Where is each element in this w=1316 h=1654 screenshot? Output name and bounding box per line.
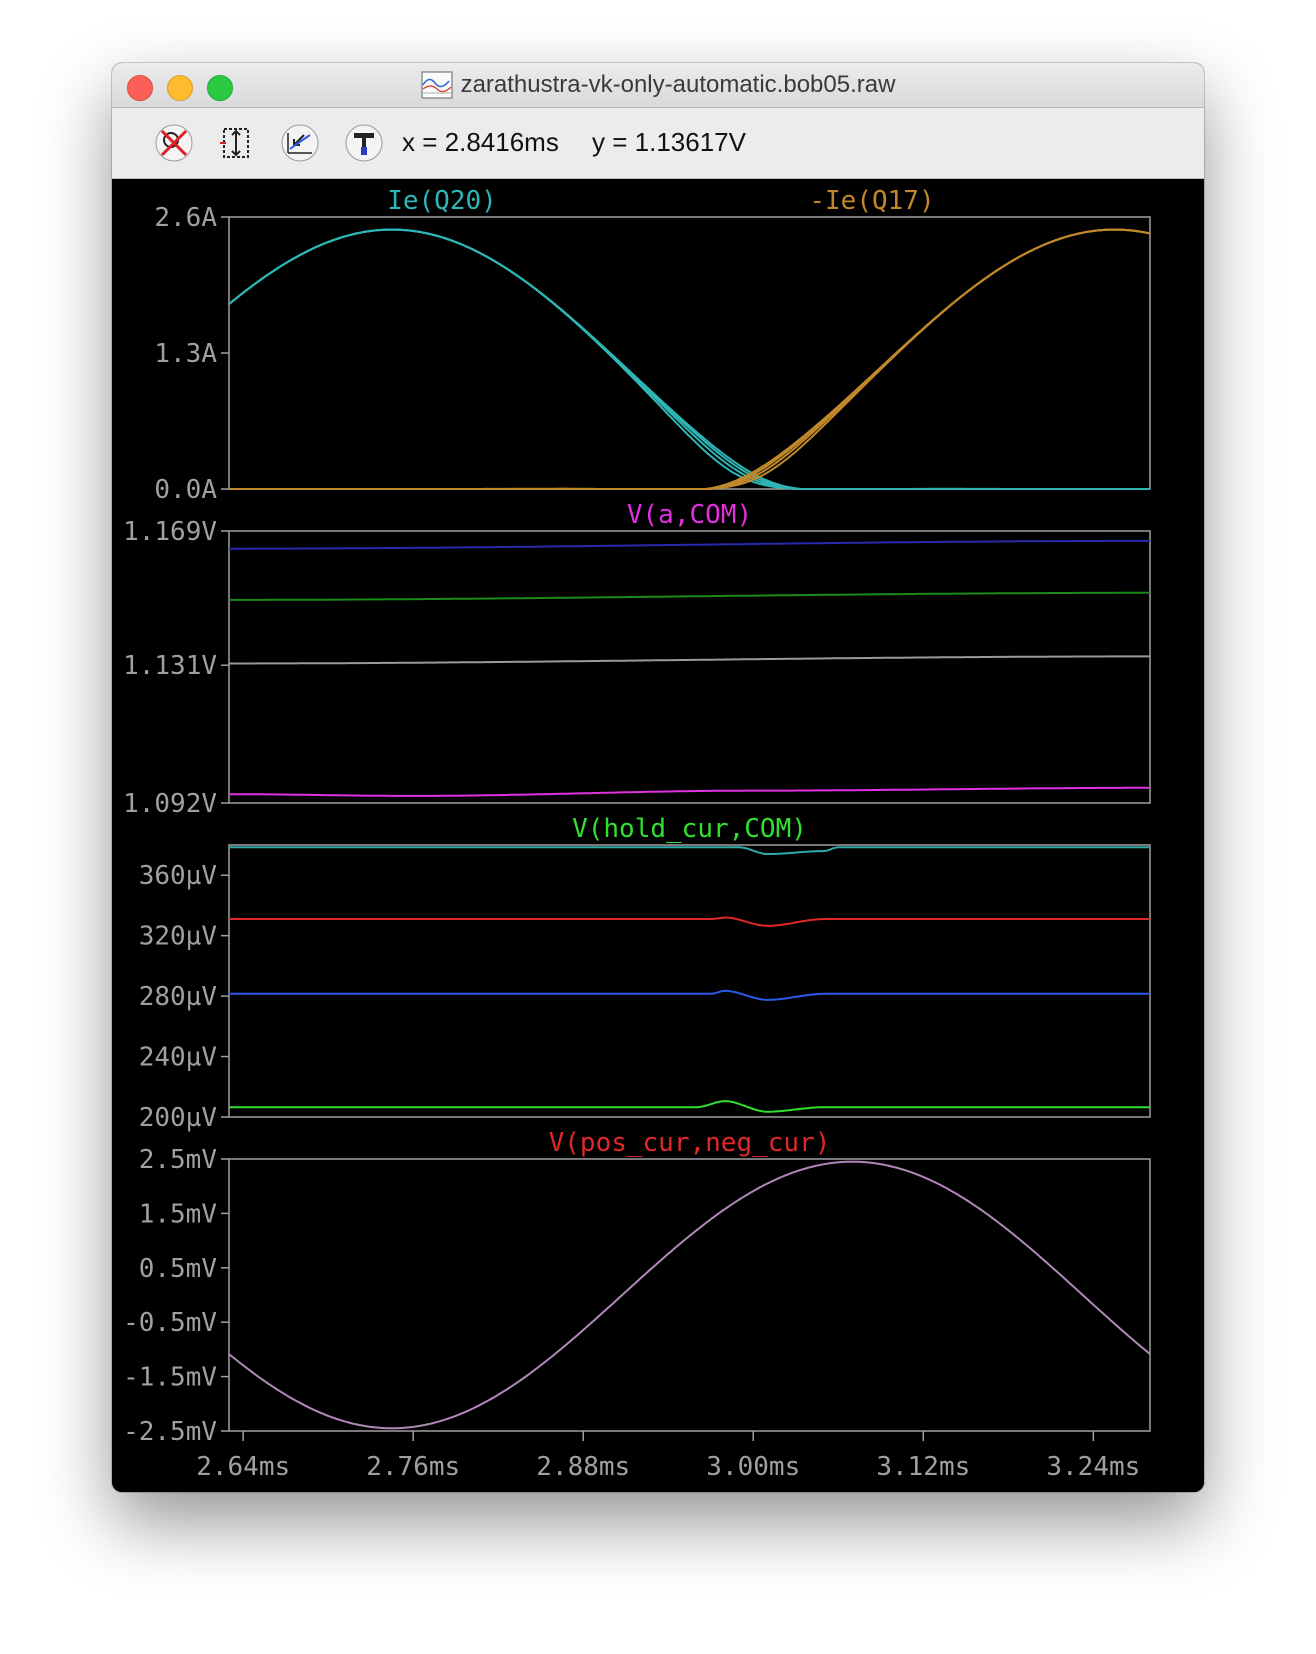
pane-title: V(pos_cur,neg_cur) [549, 1128, 831, 1158]
autorange-icon[interactable] [154, 123, 194, 163]
zoom-back-icon[interactable] [280, 123, 320, 163]
y-tick-label: 320µV [139, 922, 217, 952]
y-tick-label: 1.131V [123, 651, 217, 681]
cursor-y-readout: y = 1.13617V [592, 127, 746, 157]
trace-IeQ20-3 [229, 228, 1150, 490]
trace-IeQ20-1 [229, 228, 1150, 490]
y-tick-label: 360µV [139, 861, 217, 891]
y-tick-label: 1.092V [123, 789, 217, 819]
trace-IeQ17-0 [229, 228, 1150, 490]
y-tick-label: 2.5mV [139, 1145, 217, 1175]
plot-frame [228, 530, 1151, 804]
y-tick-label: 240µV [139, 1043, 217, 1073]
x-tick-label: 3.24ms [1046, 1452, 1140, 1482]
waveform-file-icon [420, 71, 453, 99]
y-tick-label: 2.6A [154, 203, 217, 233]
close-button[interactable] [127, 75, 153, 101]
trace-pane3-0 [229, 1160, 1150, 1430]
x-tick-label: 2.64ms [196, 1452, 290, 1482]
waveform-window: zarathustra-vk-only-automatic.bob05.raw … [112, 63, 1204, 1492]
plot-frame [228, 844, 1151, 1118]
pane-title: V(a,COM) [627, 500, 752, 530]
trace-pane1-1 [229, 591, 1150, 601]
y-tick-label: -2.5mV [123, 1417, 217, 1447]
y-tick-label: 1.169V [123, 517, 217, 547]
trace-IeQ17-2 [229, 228, 1150, 490]
y-tick-label: 280µV [139, 982, 217, 1012]
trace-pane1-3 [229, 786, 1150, 797]
trace-pane2-2 [229, 989, 1150, 1001]
trace-IeQ20-0 [229, 228, 1150, 490]
y-tick-label: 0.0A [154, 475, 217, 505]
waveform-plots[interactable]: 0.0A 1.3A 2.6A 1.092V 1.131V 1.169V V(a,COM) 20… [112, 179, 1204, 1492]
pane-title: V(hold_cur,COM) [572, 814, 807, 844]
pick-trace-icon[interactable] [344, 123, 384, 163]
cursor-x-readout: x = 2.8416ms [402, 127, 559, 157]
zoom-extents-icon[interactable] [216, 123, 256, 163]
trace-pane1-2 [229, 655, 1150, 665]
x-tick-label: 2.76ms [366, 1452, 460, 1482]
plot-frame [228, 216, 1151, 490]
trace-IeQ20-2 [229, 228, 1150, 490]
trace-label-ie-q17: -Ie(Q17) [809, 186, 934, 216]
y-tick-label: -1.5mV [123, 1363, 217, 1393]
x-tick-label: 2.88ms [536, 1452, 630, 1482]
trace-label-ie-q20: Ie(Q20) [387, 186, 497, 216]
y-tick-label: 200µV [139, 1103, 217, 1133]
title-bar[interactable]: zarathustra-vk-only-automatic.bob05.raw [112, 63, 1204, 108]
y-tick-label: 0.5mV [139, 1254, 217, 1284]
plot-frame [228, 1158, 1151, 1432]
trace-pane2-0 [229, 846, 1150, 856]
trace-pane2-1 [229, 916, 1150, 927]
window-title: zarathustra-vk-only-automatic.bob05.raw [460, 71, 896, 98]
y-tick-label: -0.5mV [123, 1308, 217, 1338]
title-group: zarathustra-vk-only-automatic.bob05.raw [112, 63, 1204, 107]
toolbar: x = 2.8416ms y = 1.13617V [112, 108, 1204, 179]
x-tick-label: 3.00ms [706, 1452, 800, 1482]
y-tick-label: 1.3A [154, 339, 217, 369]
trace-IeQ17-1 [229, 228, 1150, 490]
trace-IeQ17-3 [229, 228, 1150, 490]
trace-pane1-0 [229, 539, 1150, 550]
minimize-button[interactable] [167, 75, 193, 101]
y-tick-label: 1.5mV [139, 1199, 217, 1229]
x-tick-label: 3.12ms [876, 1452, 970, 1482]
maximize-button[interactable] [207, 75, 233, 101]
plot-area[interactable]: 0.0A 1.3A 2.6A 1.092V 1.131V 1.169V V(a,COM) 20… [112, 179, 1204, 1492]
trace-pane2-3 [229, 1100, 1150, 1113]
